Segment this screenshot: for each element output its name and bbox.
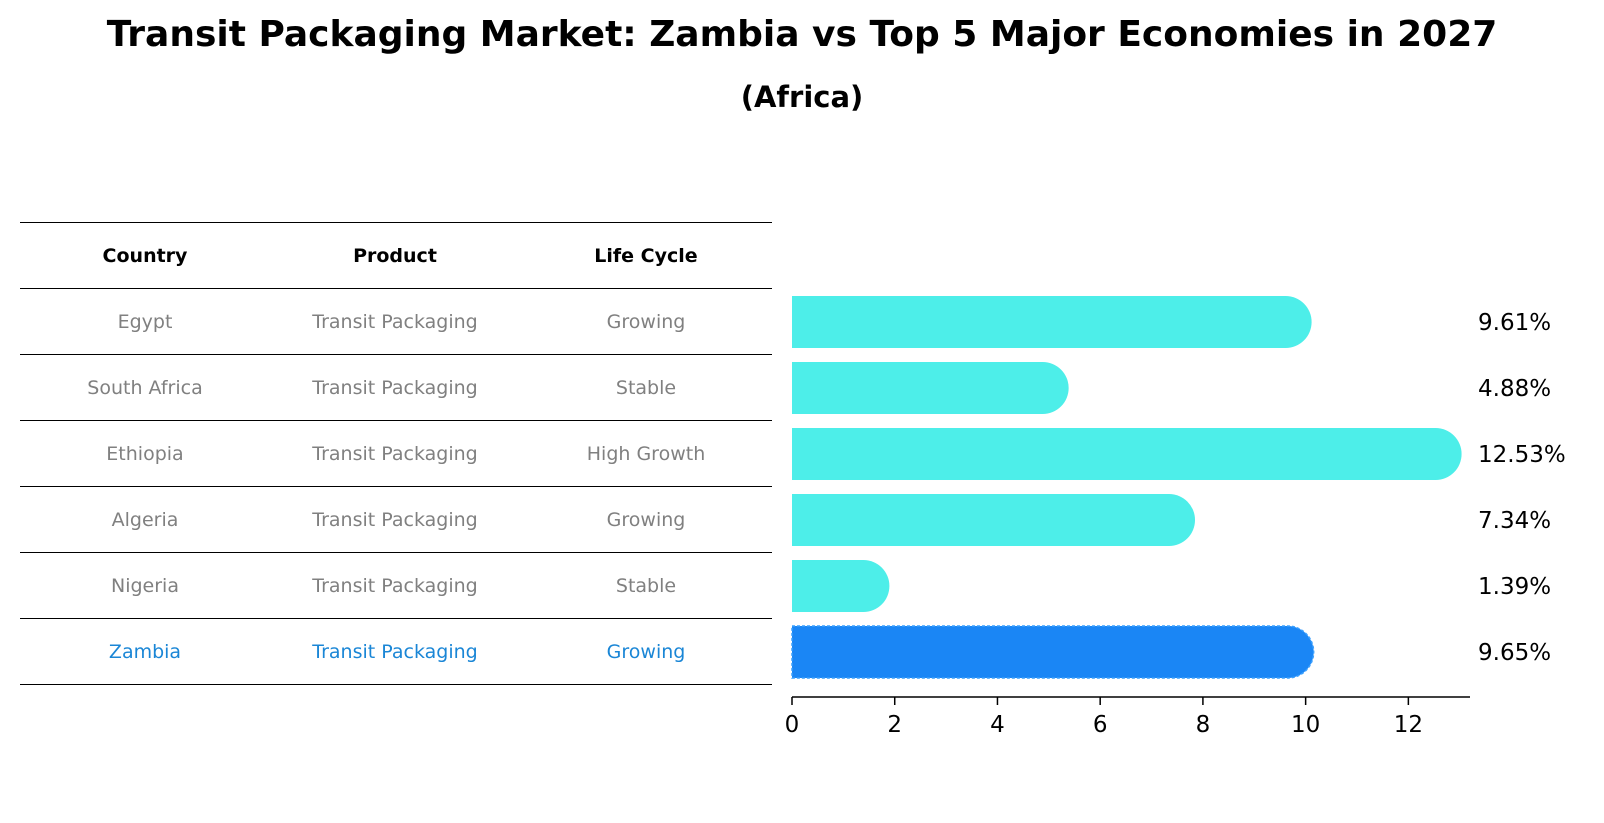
cell-life-cycle: Growing	[606, 641, 686, 663]
cell-product: Transit Packaging	[312, 377, 478, 399]
table-row-highlight: Zambia Transit Packaging Growing	[20, 618, 772, 685]
cell-life-cycle: Stable	[615, 377, 677, 399]
value-label: 9.65%	[1478, 640, 1551, 666]
bar-ethiopia	[792, 428, 1462, 480]
bar-egypt	[792, 296, 1312, 348]
x-tick-label: 4	[990, 712, 1005, 738]
header-product: Product	[353, 245, 437, 267]
cell-product: Transit Packaging	[312, 575, 478, 597]
country-table: Country Product Life Cycle Egypt Transit…	[20, 222, 772, 685]
cell-life-cycle: Stable	[615, 575, 677, 597]
x-tick-label: 2	[887, 712, 902, 738]
bar-zambia	[791, 625, 1315, 679]
value-label: 1.39%	[1478, 574, 1551, 600]
x-tick-label: 0	[785, 712, 800, 738]
bar-nigeria	[792, 560, 890, 612]
cell-product: Transit Packaging	[312, 443, 478, 465]
table-row: Nigeria Transit Packaging Stable	[20, 552, 772, 618]
cell-country: South Africa	[87, 377, 203, 399]
bar-south-africa	[792, 362, 1069, 414]
x-tick-label: 12	[1394, 712, 1423, 738]
cell-life-cycle: High Growth	[586, 443, 706, 465]
x-tick-label: 8	[1196, 712, 1211, 738]
value-label: 4.88%	[1478, 376, 1551, 402]
table-header: Country Product Life Cycle	[20, 222, 772, 288]
cell-product: Transit Packaging	[312, 641, 478, 663]
cell-product: Transit Packaging	[312, 311, 478, 333]
table-row: Egypt Transit Packaging Growing	[20, 288, 772, 354]
chart-title: Transit Packaging Market: Zambia vs Top …	[106, 14, 1498, 55]
chart-subtitle: (Africa)	[740, 80, 864, 114]
cell-life-cycle: Growing	[606, 509, 686, 531]
cell-country: Algeria	[111, 509, 179, 531]
header-life-cycle: Life Cycle	[594, 245, 698, 267]
x-tick-label: 6	[1093, 712, 1108, 738]
header-country: Country	[102, 245, 188, 267]
value-label: 12.53%	[1478, 442, 1566, 468]
cell-product: Transit Packaging	[312, 509, 478, 531]
cell-country: Zambia	[108, 641, 182, 663]
cell-country: Egypt	[117, 311, 173, 333]
value-label: 9.61%	[1478, 310, 1551, 336]
cell-country: Nigeria	[111, 575, 179, 597]
table-row: Ethiopia Transit Packaging High Growth	[20, 420, 772, 486]
table-row: South Africa Transit Packaging Stable	[20, 354, 772, 420]
value-label: 7.34%	[1478, 508, 1551, 534]
bar-algeria	[792, 494, 1196, 546]
cell-country: Ethiopia	[106, 443, 184, 465]
cell-life-cycle: Growing	[606, 311, 686, 333]
x-tick-label: 10	[1291, 712, 1320, 738]
table-row: Algeria Transit Packaging Growing	[20, 486, 772, 552]
